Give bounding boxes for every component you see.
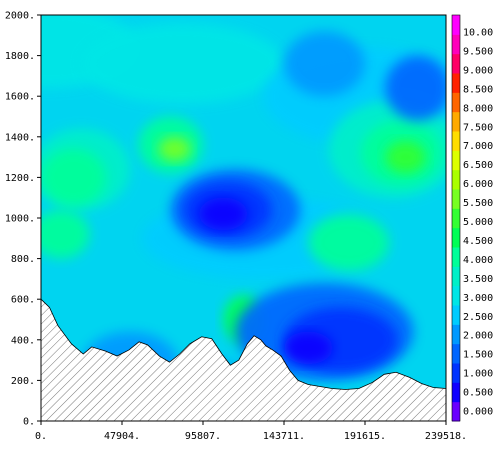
contour-field <box>41 15 446 421</box>
x-tick-label: 0. <box>35 431 47 442</box>
x-tick-label: 239518. <box>425 431 467 442</box>
contour-blob <box>41 209 90 259</box>
y-tick-label: 1800. <box>5 51 35 62</box>
contour-blob <box>284 331 333 365</box>
colorbar-label: 8.500 <box>463 84 493 95</box>
colorbar-label: 2.000 <box>463 331 493 342</box>
y-axis: 0. 200. 400. 600. 800. 1000. 1200. 1400. 1600. 18… <box>5 11 41 428</box>
x-axis: 0. 47904. 95807. 143711. 191615. 239518. <box>35 421 467 442</box>
colorbar-label: 5.000 <box>463 217 493 228</box>
contour-blob <box>385 55 446 121</box>
contour-blob <box>81 23 284 105</box>
y-tick-label: 2000. <box>5 11 35 22</box>
colorbar-segment <box>452 401 460 422</box>
y-tick-label: 1600. <box>5 92 35 103</box>
colorbar-label: 0.500 <box>463 388 493 399</box>
colorbar-segment <box>452 169 460 190</box>
colorbar-segment <box>452 189 460 209</box>
colorbar-segment <box>452 363 460 383</box>
colorbar-segment <box>452 227 460 248</box>
colorbar-segment <box>452 266 460 287</box>
x-tick-label: 191615. <box>344 431 386 442</box>
colorbar-frame <box>451 14 461 422</box>
colorbar-segment <box>452 92 460 113</box>
y-tick-label: 1400. <box>5 132 35 143</box>
y-tick-label: 0. <box>23 417 35 428</box>
colorbar-label: 9.000 <box>463 65 493 76</box>
colorbar-label: 4.500 <box>463 236 493 247</box>
x-tick-label: 47904. <box>104 431 140 442</box>
colorbar-label: 1.500 <box>463 350 493 361</box>
colorbar-segment <box>452 131 460 151</box>
colorbar-segment <box>452 111 460 132</box>
colorbar-segment <box>452 324 460 345</box>
colorbar-label: 2.500 <box>463 312 493 323</box>
y-tick-label: 1200. <box>5 173 35 184</box>
contour-blob <box>284 31 365 97</box>
contour-blob <box>385 140 426 174</box>
contour-blob <box>308 213 390 271</box>
colorbar-label: 1.000 <box>463 369 493 380</box>
colorbar-segment <box>452 343 460 364</box>
colorbar-label: 5.500 <box>463 198 493 209</box>
colorbar-segment <box>452 208 460 229</box>
colorbar-label: 3.000 <box>463 293 493 304</box>
colorbar-segment <box>452 305 460 325</box>
contour-blob <box>158 136 191 162</box>
colorbar-segment <box>452 53 460 74</box>
colorbar-label: 9.500 <box>463 46 493 57</box>
colorbar-segment <box>452 150 460 171</box>
x-tick-label: 143711. <box>263 431 305 442</box>
colorbar-label: 10.00 <box>463 28 493 39</box>
y-tick-label: 600. <box>11 295 35 306</box>
contour-blob <box>198 197 248 231</box>
colorbar-label: 6.000 <box>463 179 493 190</box>
colorbar-label: 6.500 <box>463 160 493 171</box>
colorbar-label: 7.500 <box>463 122 493 133</box>
y-tick-label: 200. <box>11 376 35 387</box>
terrain-hatch <box>40 298 447 422</box>
colorbar-label: 0.000 <box>463 407 493 418</box>
colorbar-label: 3.500 <box>463 274 493 285</box>
y-tick-label: 400. <box>11 335 35 346</box>
x-tick-label: 95807. <box>185 431 221 442</box>
y-tick-label: 800. <box>11 254 35 265</box>
colorbar-segment <box>452 34 460 55</box>
colorbar-label: 4.000 <box>463 255 493 266</box>
colorbar-label: 7.000 <box>463 141 493 152</box>
y-tick-label: 1000. <box>5 214 35 225</box>
colorbar-segment <box>452 285 460 306</box>
colorbar-label: 8.000 <box>463 103 493 114</box>
colorbar-segment <box>452 73 460 93</box>
colorbar: 0.000 0.500 1.000 1.500 2.000 2.500 3.000 3.500… <box>451 14 493 422</box>
colorbar-segment <box>452 15 460 35</box>
colorbar-segment <box>452 247 460 267</box>
colorbar-segment <box>452 382 460 403</box>
contour-blob <box>41 148 106 206</box>
